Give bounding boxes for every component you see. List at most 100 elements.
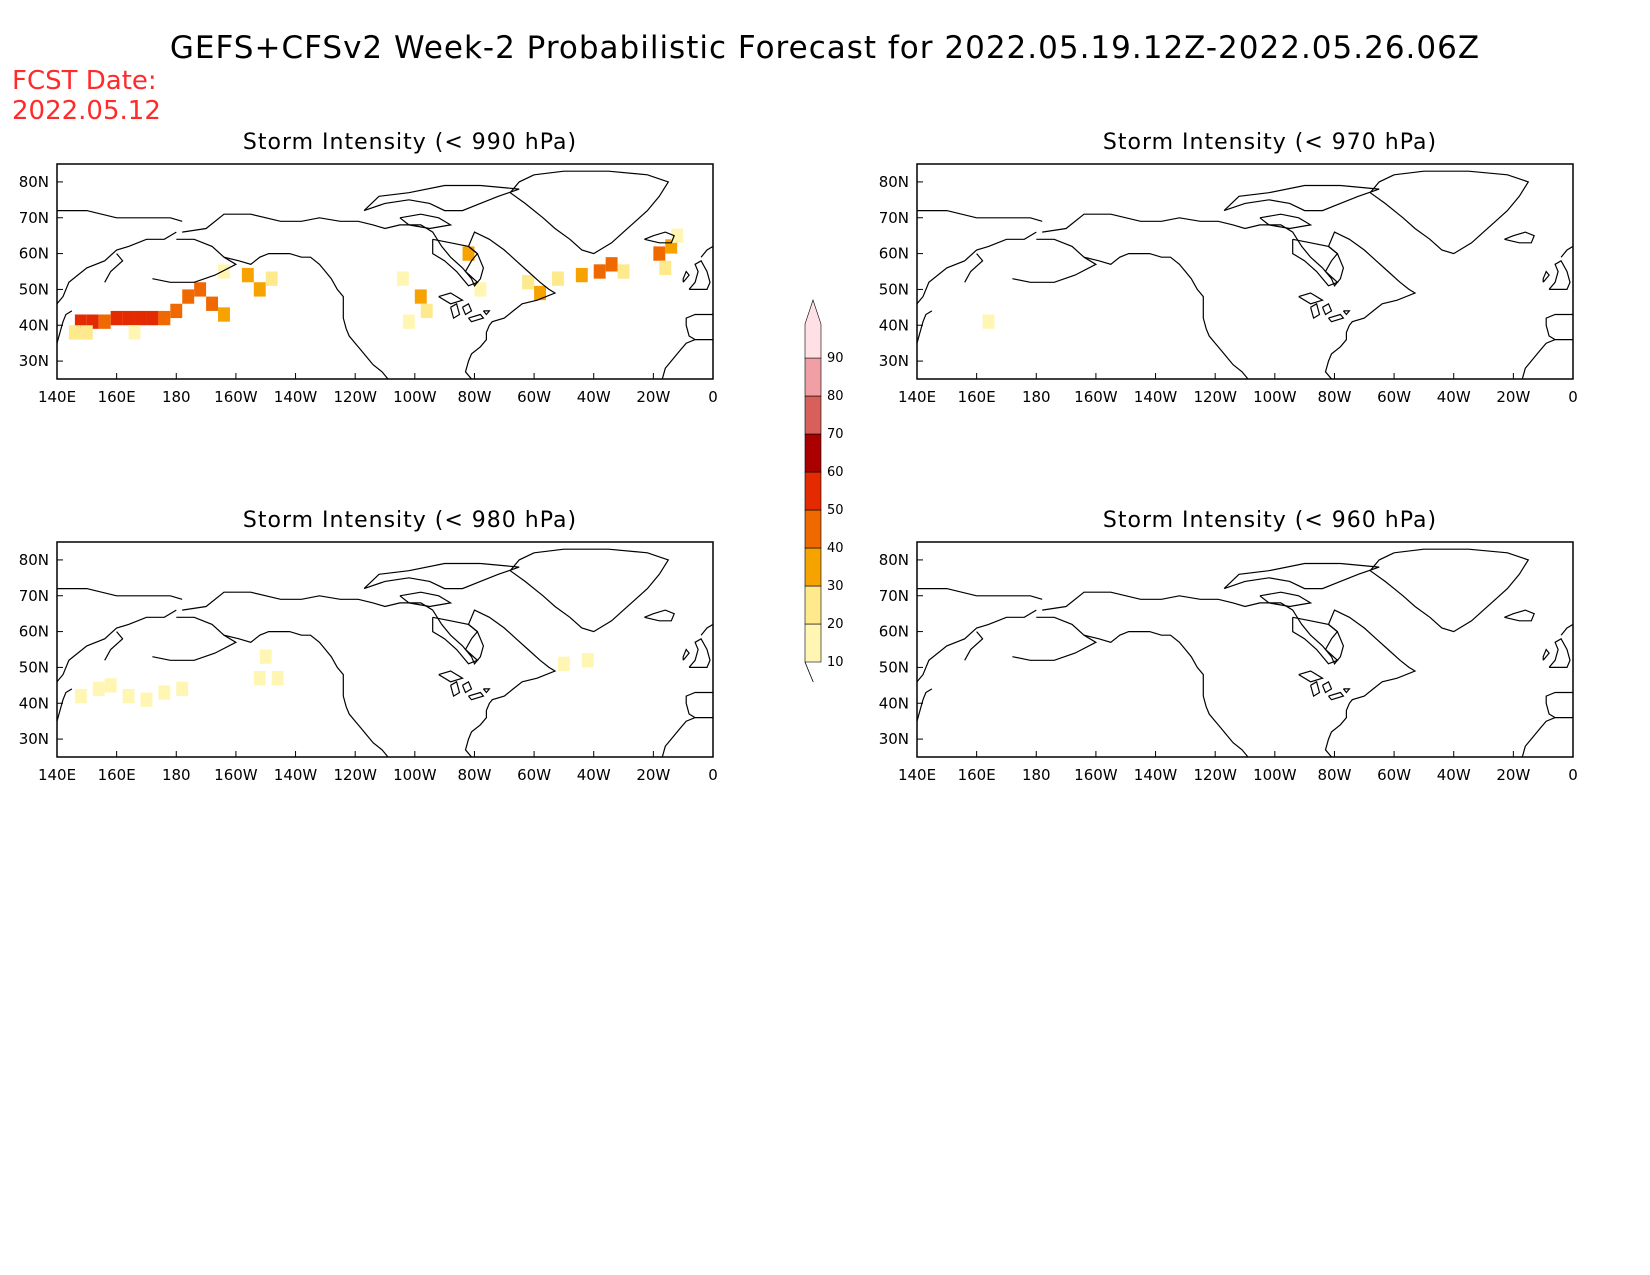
coastline (1012, 634, 1098, 661)
probability-cell (74, 314, 87, 329)
probability-cell (522, 275, 535, 290)
probability-cell (665, 239, 678, 254)
lon-label: 20W (1496, 766, 1530, 784)
coastline (399, 213, 453, 230)
coastline (176, 238, 389, 380)
coastline (916, 310, 933, 344)
lat-label: 80N (879, 551, 909, 569)
panel-title: Storm Intensity (< 990 hPa) (242, 130, 578, 155)
probability-cell (68, 325, 81, 340)
map-plot: 140E 160E 180 160W 140W 120W 100W 80W 60W 40W 20W 0… (19, 541, 718, 784)
coastline (1223, 184, 1380, 212)
coastline (700, 623, 714, 636)
probability-cell (659, 260, 672, 276)
probability-colorbar: 10 20 30 40 50 60 70 80 90 (804, 299, 844, 682)
lon-label: 180 (162, 388, 191, 406)
coastline (1321, 302, 1333, 316)
lon-label: 80W (1317, 766, 1351, 784)
forecast-date-value: 2022.05.12 (12, 96, 161, 126)
coastline (1259, 591, 1313, 608)
lon-label: 0 (1568, 388, 1578, 406)
lon-label: 160W (214, 388, 258, 406)
probability-cell (982, 314, 995, 329)
coastline (1310, 302, 1321, 320)
coastline (1560, 245, 1574, 258)
probability-cell (617, 264, 630, 279)
coastline (1548, 259, 1571, 290)
coastlines (56, 170, 714, 380)
lat-label: 60N (19, 245, 49, 263)
coastline (56, 688, 73, 722)
panel-title: Storm Intensity (< 980 hPa) (242, 508, 578, 533)
coastline (1012, 256, 1098, 283)
probability-cell (593, 264, 606, 279)
coastline (363, 184, 520, 212)
coastline (661, 339, 713, 380)
probability-cell (653, 246, 666, 261)
probability-cell (206, 296, 219, 311)
coastline (917, 210, 1043, 222)
coastline (56, 609, 177, 683)
coastline (450, 302, 461, 320)
coastline (964, 631, 984, 661)
coastlines (916, 548, 1574, 758)
map-panel-970: Storm Intensity (< 970 hPa) 140E 160E 180 1… (860, 130, 1620, 460)
lon-label: 120W (1193, 766, 1237, 784)
coastline (461, 302, 473, 316)
coastline (1504, 609, 1535, 622)
coastline (56, 310, 73, 344)
coastline (685, 691, 713, 719)
lat-label: 30N (879, 352, 909, 370)
coastline (916, 688, 933, 722)
plot-frame (56, 163, 714, 380)
coastline (1298, 292, 1324, 305)
probability-cell (557, 656, 570, 671)
coastline (363, 562, 520, 590)
probability-cell (259, 649, 272, 664)
coastline (916, 609, 1037, 683)
coastline (917, 588, 1043, 600)
coastline (1504, 231, 1535, 244)
colorbar-segment (804, 395, 822, 435)
coastline (176, 616, 389, 758)
lon-label: 160E (958, 766, 996, 784)
colorbar-label: 10 (827, 655, 844, 670)
forecast-date: FCST Date: 2022.05.12 (12, 66, 161, 126)
probability-cell (551, 271, 564, 286)
coastline (1560, 623, 1574, 636)
colorbar-label: 30 (827, 579, 844, 594)
coastline (468, 691, 485, 701)
colorbar-segment (804, 623, 822, 663)
coastline (56, 231, 177, 305)
lon-label: 140W (274, 766, 318, 784)
probability-cell (414, 289, 427, 304)
lon-label: 80W (457, 766, 491, 784)
probability-cell (218, 264, 230, 279)
probability-cell (253, 282, 266, 297)
coastline (682, 648, 690, 661)
coastline (1521, 339, 1573, 380)
coastline (688, 259, 711, 290)
lon-label: 60W (1377, 766, 1411, 784)
lon-label: 120W (333, 388, 377, 406)
forecast-date-label: FCST Date: (12, 66, 157, 96)
lon-label: 60W (517, 766, 551, 784)
colorbar-label: 20 (827, 617, 844, 632)
lat-label: 80N (879, 173, 909, 191)
coastline (1042, 591, 1417, 758)
coastline (468, 313, 485, 323)
lon-label: 40W (577, 388, 611, 406)
colorbar-label: 50 (827, 503, 844, 518)
coastline (57, 210, 183, 222)
lon-label: 160E (958, 388, 996, 406)
probability-cells (74, 649, 594, 707)
plot-frame (916, 541, 1574, 758)
lon-label: 140W (274, 388, 318, 406)
lon-label: 0 (708, 766, 718, 784)
probability-cell (134, 310, 147, 326)
lon-label: 180 (1022, 388, 1051, 406)
coastline (685, 313, 713, 341)
probability-cell (182, 289, 195, 304)
colorbar-segment (804, 357, 822, 397)
coastline (700, 245, 714, 258)
